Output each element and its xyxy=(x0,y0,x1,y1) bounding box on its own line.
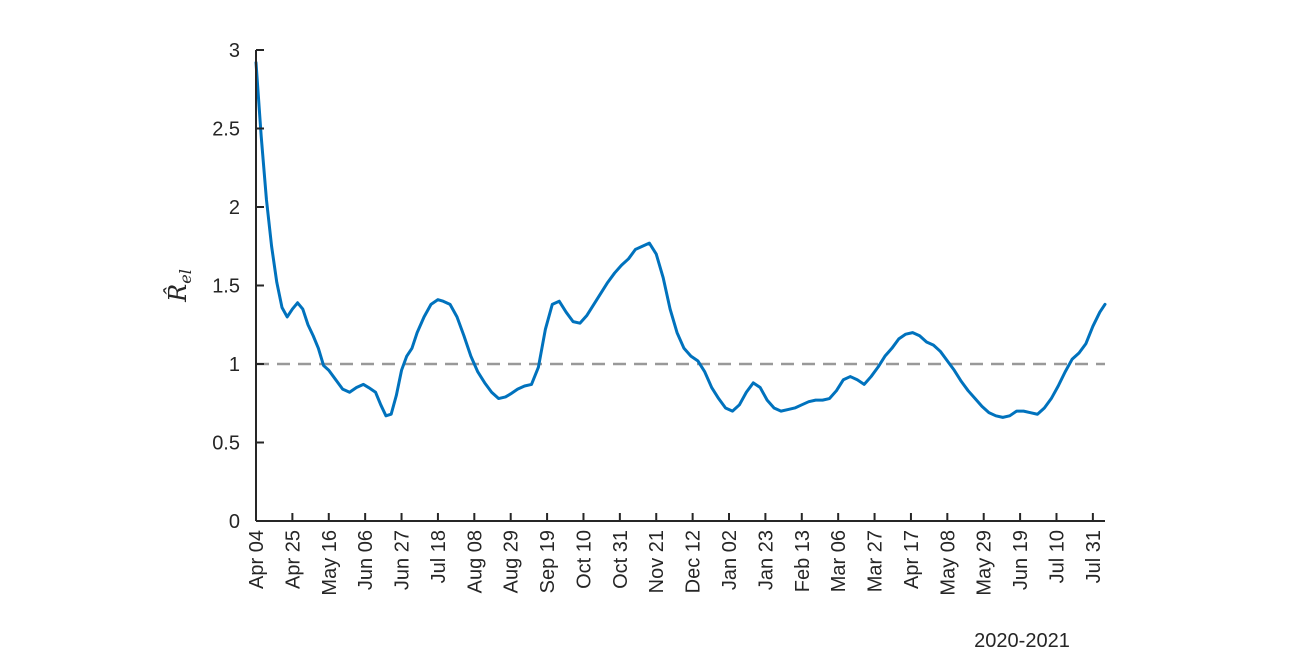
y-tick-label: 0.5 xyxy=(212,433,240,455)
x-tick-label: Mar 27 xyxy=(865,530,887,592)
y-tick-label: 2 xyxy=(229,197,240,219)
y-axis-label-main: R̂ xyxy=(164,284,192,303)
x-tick-label: Apr 25 xyxy=(282,530,304,589)
x-axis-label: 2020-2021 xyxy=(974,630,1070,652)
x-tick-label: Aug 08 xyxy=(464,530,486,593)
x-tick-label: Jun 06 xyxy=(355,530,377,590)
x-tick-label: Apr 17 xyxy=(901,530,923,589)
x-tick-label: Jun 19 xyxy=(1010,530,1032,590)
y-tick-label: 1 xyxy=(229,354,240,376)
x-tick-label: Jan 23 xyxy=(755,530,777,590)
x-tick-label: Mar 06 xyxy=(828,530,850,592)
y-tick-label: 0 xyxy=(229,511,240,533)
x-tick-label: Jul 31 xyxy=(1083,530,1105,583)
y-axis-label: R̂el xyxy=(164,269,195,303)
x-tick-label: Aug 29 xyxy=(501,530,523,593)
series-line xyxy=(254,61,1107,419)
x-tick-label: Jul 10 xyxy=(1046,530,1068,583)
x-tick-label: Jun 27 xyxy=(392,530,414,590)
x-tick-label: Oct 31 xyxy=(610,530,632,589)
plot-area xyxy=(254,61,1107,419)
x-tick-label: Nov 21 xyxy=(646,530,668,593)
y-tick-label: 3 xyxy=(229,40,240,62)
y-axis: 0 0.5 1 1.5 2 2.5 3 xyxy=(212,40,264,533)
x-tick-label: Oct 10 xyxy=(573,530,595,589)
y-tick-label: 1.5 xyxy=(212,276,240,298)
y-tick-label: 2.5 xyxy=(212,119,240,141)
x-tick-label: May 08 xyxy=(937,530,959,596)
x-tick-label: May 16 xyxy=(319,530,341,596)
x-tick-label: Apr 04 xyxy=(246,530,268,589)
x-tick-label: Sep 19 xyxy=(537,530,559,593)
y-axis-label-subscript: el xyxy=(176,269,195,284)
x-tick-label: Dec 12 xyxy=(683,530,705,593)
x-tick-label: Jul 18 xyxy=(428,530,450,583)
x-tick-label: Jan 02 xyxy=(719,530,741,590)
x-tick-label: Feb 13 xyxy=(792,530,814,592)
x-axis: Apr 04 Apr 25 May 16 Jun 06 Jun 27 Jul 18 Aug … xyxy=(246,513,1105,596)
x-tick-label: May 29 xyxy=(974,530,996,596)
